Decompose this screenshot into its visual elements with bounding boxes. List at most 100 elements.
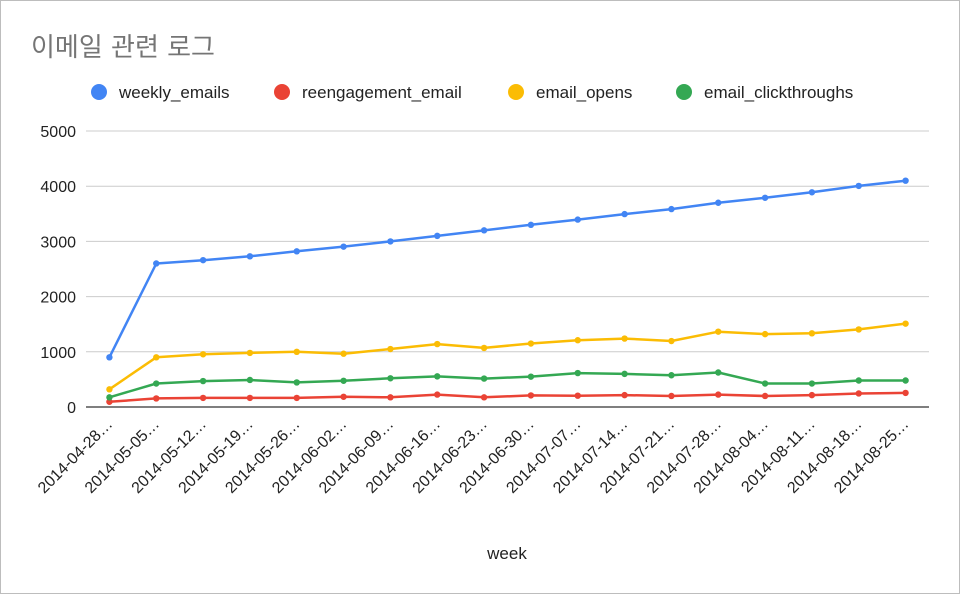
data-point (293, 248, 300, 255)
data-point (668, 337, 675, 345)
data-point (808, 391, 816, 399)
data-point (153, 260, 160, 267)
legend-swatch (274, 84, 290, 100)
data-point (199, 351, 207, 358)
data-point (668, 392, 675, 400)
legend-item-reengagement_email[interactable]: reengagement_email (274, 83, 462, 102)
series-line (108, 322, 907, 391)
series-line (108, 371, 907, 399)
data-point (106, 394, 113, 401)
chart-title: 이메일 관련 로그 (31, 33, 215, 63)
data-point (199, 256, 207, 264)
data-point (387, 238, 394, 245)
data-point (106, 386, 113, 393)
data-point (293, 379, 300, 386)
data-point (761, 380, 769, 387)
legend: weekly_emails reengagement_email email_ope… (91, 83, 853, 102)
data-point (480, 394, 488, 401)
data-point (199, 394, 207, 402)
data-point (434, 340, 441, 348)
data-point (387, 345, 394, 353)
data-point (434, 232, 441, 240)
series-weekly_emails (106, 177, 909, 361)
legend-item-weekly_emails[interactable]: weekly_emails (91, 83, 230, 102)
data-point (246, 253, 254, 260)
data-point (480, 375, 488, 382)
data-point (761, 330, 769, 338)
data-point (808, 330, 816, 337)
data-point (153, 354, 160, 361)
data-point (621, 335, 628, 342)
data-point (340, 393, 347, 400)
data-point (621, 370, 628, 378)
x-axis-label: week (486, 544, 527, 563)
data-point (153, 395, 160, 402)
data-point (668, 205, 675, 213)
y-tick-label: 3000 (40, 234, 76, 251)
y-tick-label: 1000 (40, 345, 76, 362)
data-point (527, 373, 535, 380)
legend-swatch (508, 84, 524, 100)
data-point (621, 210, 628, 218)
data-point (668, 372, 675, 379)
series-email_opens (106, 320, 909, 393)
data-point (761, 392, 769, 400)
series-layer (106, 177, 909, 405)
legend-item-email_opens[interactable]: email_opens (508, 83, 632, 102)
data-point (855, 326, 862, 333)
data-point (106, 398, 113, 405)
series-line (108, 391, 907, 404)
series-email_clickthroughs (106, 369, 909, 401)
legend-swatch (91, 84, 107, 100)
data-point (480, 227, 488, 234)
data-point (199, 377, 207, 385)
y-tick-label: 2000 (40, 290, 76, 307)
data-point (715, 328, 722, 335)
data-point (574, 369, 581, 377)
legend-label: email_clickthroughs (704, 83, 853, 102)
data-point (715, 391, 722, 398)
legend-item-email_clickthroughs[interactable]: email_clickthroughs (676, 83, 853, 102)
legend-swatch (676, 84, 692, 100)
data-point (340, 243, 347, 250)
data-point (902, 177, 909, 184)
data-point (153, 380, 160, 387)
data-point (387, 394, 394, 401)
data-point (761, 194, 769, 201)
data-point (527, 340, 535, 347)
gridlines (86, 130, 929, 408)
data-point (527, 221, 535, 229)
data-point (246, 376, 254, 384)
data-point (340, 377, 347, 384)
data-point (715, 369, 722, 376)
data-point (434, 373, 441, 380)
data-point (574, 337, 581, 344)
data-point (246, 394, 254, 402)
data-point (106, 354, 113, 361)
data-point (808, 380, 816, 387)
data-point (480, 344, 488, 352)
y-tick-label: 4000 (40, 179, 76, 196)
data-point (293, 394, 300, 402)
data-point (715, 199, 722, 206)
data-point (855, 377, 862, 384)
data-point (855, 390, 862, 397)
data-point (340, 350, 347, 357)
data-point (434, 391, 441, 398)
data-point (902, 389, 909, 397)
x-axis-ticks: 2014-04-28…2014-05-05…2014-05-12…2014-05… (35, 416, 912, 497)
legend-label: reengagement_email (302, 83, 462, 102)
data-point (387, 375, 394, 382)
data-point (902, 320, 909, 327)
data-point (574, 216, 581, 223)
legend-label: email_opens (536, 83, 632, 102)
data-point (902, 377, 909, 384)
data-point (574, 392, 581, 399)
data-point (855, 182, 862, 190)
data-point (621, 391, 628, 399)
data-point (246, 349, 254, 357)
data-point (808, 189, 816, 196)
y-axis-ticks: 0 1000 2000 3000 4000 5000 (40, 124, 76, 417)
